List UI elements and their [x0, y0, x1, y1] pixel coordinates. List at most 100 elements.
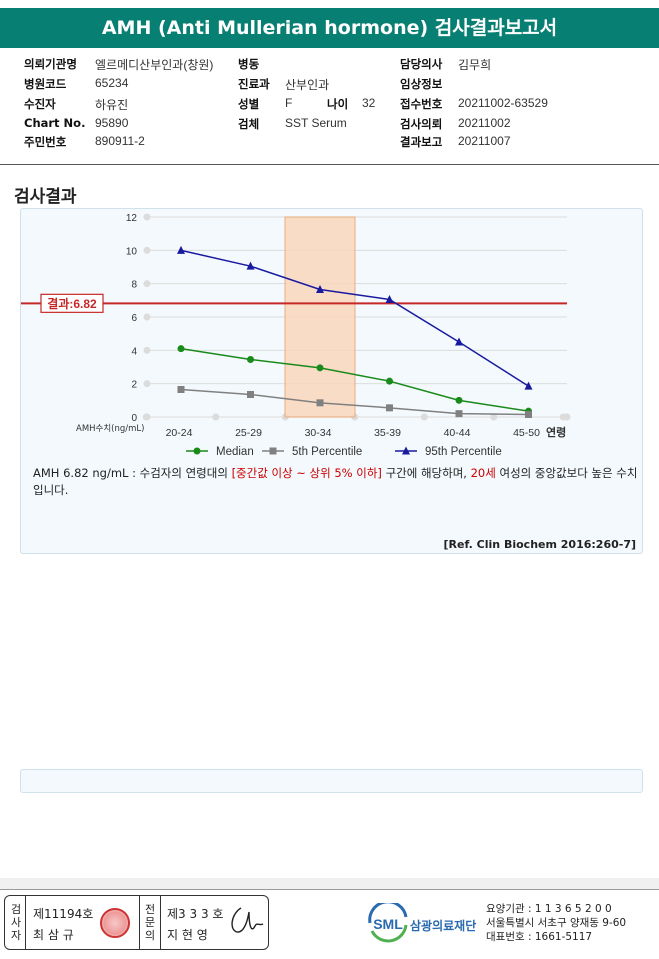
dept-label: 진료과 — [238, 77, 270, 91]
highlight-band — [284, 216, 356, 418]
org-address: 서울특별시 서초구 양재동 9-60 — [486, 917, 627, 929]
desc-part2: 구간에 해당하며, — [381, 466, 471, 480]
data-point — [386, 377, 393, 385]
specimen-value: SST Serum — [285, 116, 347, 130]
patient-info: 의뢰기관명 엘르메디산부인과(창원) 병동 담당의사 김무희 병원코드 6523… — [0, 52, 659, 166]
footer-divider — [0, 878, 659, 890]
hospital-code-value: 65234 — [95, 76, 129, 90]
header-divider — [0, 164, 659, 165]
doctor-value: 김무희 — [458, 58, 492, 72]
grid-dot — [420, 413, 428, 421]
data-point — [316, 364, 324, 372]
specialist-number: 제3 3 3 호 — [167, 907, 224, 921]
request-value: 20211002 — [458, 116, 511, 130]
y-tick-label: 12 — [126, 213, 138, 224]
x-tick-label: 35-39 — [374, 427, 401, 439]
data-point — [316, 399, 324, 407]
id-label: 주민번호 — [24, 135, 67, 149]
legend-label: Median — [216, 446, 254, 458]
x-axis-extra-label: 연령 — [546, 425, 566, 439]
inspector-name: 최 삼 규 — [33, 928, 74, 942]
handwritten-signature-icon — [231, 907, 264, 933]
sig-divider — [160, 896, 161, 949]
data-point — [386, 404, 393, 412]
grid-dot — [143, 313, 151, 321]
doctor-label: 담당의사 — [400, 57, 443, 71]
data-point — [525, 411, 532, 418]
result-label: 결과:6.82 — [47, 296, 97, 311]
series-line-5th-percentile — [180, 388, 529, 416]
x-tick-label: 40-44 — [444, 427, 471, 439]
x-tick-label: 45-50 — [513, 427, 540, 439]
report-title: AMH (Anti Mullerian hormone) 검사결과보고서 — [0, 8, 659, 48]
org-code: 요양기관 : 1 1 3 6 5 2 0 0 — [486, 903, 612, 915]
x-tick-label: 25-29 — [235, 427, 262, 439]
data-point — [455, 396, 463, 404]
hospital-code-label: 병원코드 — [24, 77, 67, 91]
grid-dot — [212, 413, 220, 421]
y-tick-label: 2 — [131, 380, 137, 391]
desc-highlight-age: 20세 — [470, 466, 496, 480]
x-tick-label: 20-24 — [166, 427, 193, 439]
desc-highlight-range: [중간값 이상 ~ 상위 5% 이하] — [231, 466, 382, 480]
sig-divider — [25, 896, 26, 949]
desc-part1: AMH 6.82 ng/mL : 수검자의 연령대의 — [33, 466, 232, 480]
id-value: 890911-2 — [95, 134, 145, 148]
sml-logo-icon: SML — [368, 903, 408, 943]
sex-value: F — [285, 96, 293, 110]
data-point — [246, 261, 255, 270]
receipt-label: 접수번호 — [400, 97, 443, 111]
grid-dot — [143, 213, 151, 221]
legend-label: 95th Percentile — [425, 446, 502, 458]
data-point — [247, 356, 254, 363]
legend-marker — [193, 447, 201, 455]
org-name: 삼광의료재단 — [410, 919, 477, 933]
y-tick-label: 0 — [131, 413, 137, 424]
patient-label: 수진자 — [24, 97, 56, 111]
report-date-label: 결과보고 — [400, 135, 443, 149]
grid-dot — [143, 346, 151, 354]
series-line-95th-percentile — [180, 249, 529, 387]
y-tick-label: 6 — [131, 313, 137, 324]
data-point — [524, 381, 533, 390]
result-description: AMH 6.82 ng/mL : 수검자의 연령대의 [중간값 이상 ~ 상위 … — [33, 465, 638, 499]
data-point — [177, 245, 185, 254]
request-label: 검사의뢰 — [400, 117, 443, 131]
grid-dot — [143, 380, 151, 388]
legend-marker — [402, 446, 410, 455]
age-label: 나이 — [327, 97, 349, 111]
empty-remark-box — [20, 769, 643, 793]
data-point — [177, 386, 185, 393]
grid-dot — [143, 246, 151, 254]
patient-value: 하유진 — [95, 98, 129, 112]
y-axis-label: AMH수치(ng/mL) — [76, 424, 144, 434]
data-point — [385, 295, 394, 303]
dept-value: 산부인과 — [285, 78, 330, 92]
legend-marker — [269, 447, 277, 455]
desc-part3: 여성의 중앙값보다 높은 수치입니다. — [33, 466, 638, 497]
y-tick-label: 8 — [131, 280, 137, 291]
age-value: 32 — [362, 96, 376, 110]
chart-no-value: 95890 — [95, 116, 129, 130]
sex-label: 성별 — [238, 97, 260, 111]
legend-label: 5th Percentile — [292, 446, 362, 458]
org-phone: 대표번호 : 1661-5117 — [486, 931, 593, 943]
org-info: 요양기관 : 1 1 3 6 5 2 0 0 서울특별시 서초구 양재동 9-6… — [486, 902, 626, 944]
data-point — [247, 391, 254, 398]
institution-label: 의뢰기관명 — [24, 57, 77, 71]
specimen-label: 검체 — [238, 117, 260, 131]
institution-value: 엘르메디산부인과(창원) — [95, 58, 214, 72]
y-tick-label: 4 — [131, 346, 137, 357]
data-point — [177, 345, 185, 353]
reference: [Ref. Clin Biochem 2016:260-7] — [443, 538, 636, 551]
receipt-value: 20211002-63529 — [458, 96, 548, 110]
chart-no-label: Chart No. — [24, 116, 86, 130]
grid-dot — [559, 413, 567, 421]
sig-divider — [139, 896, 140, 949]
inspector-number: 제11194호 — [33, 907, 94, 921]
specialist-name: 지 현 영 — [167, 928, 208, 942]
logo-text: SML — [373, 916, 403, 932]
